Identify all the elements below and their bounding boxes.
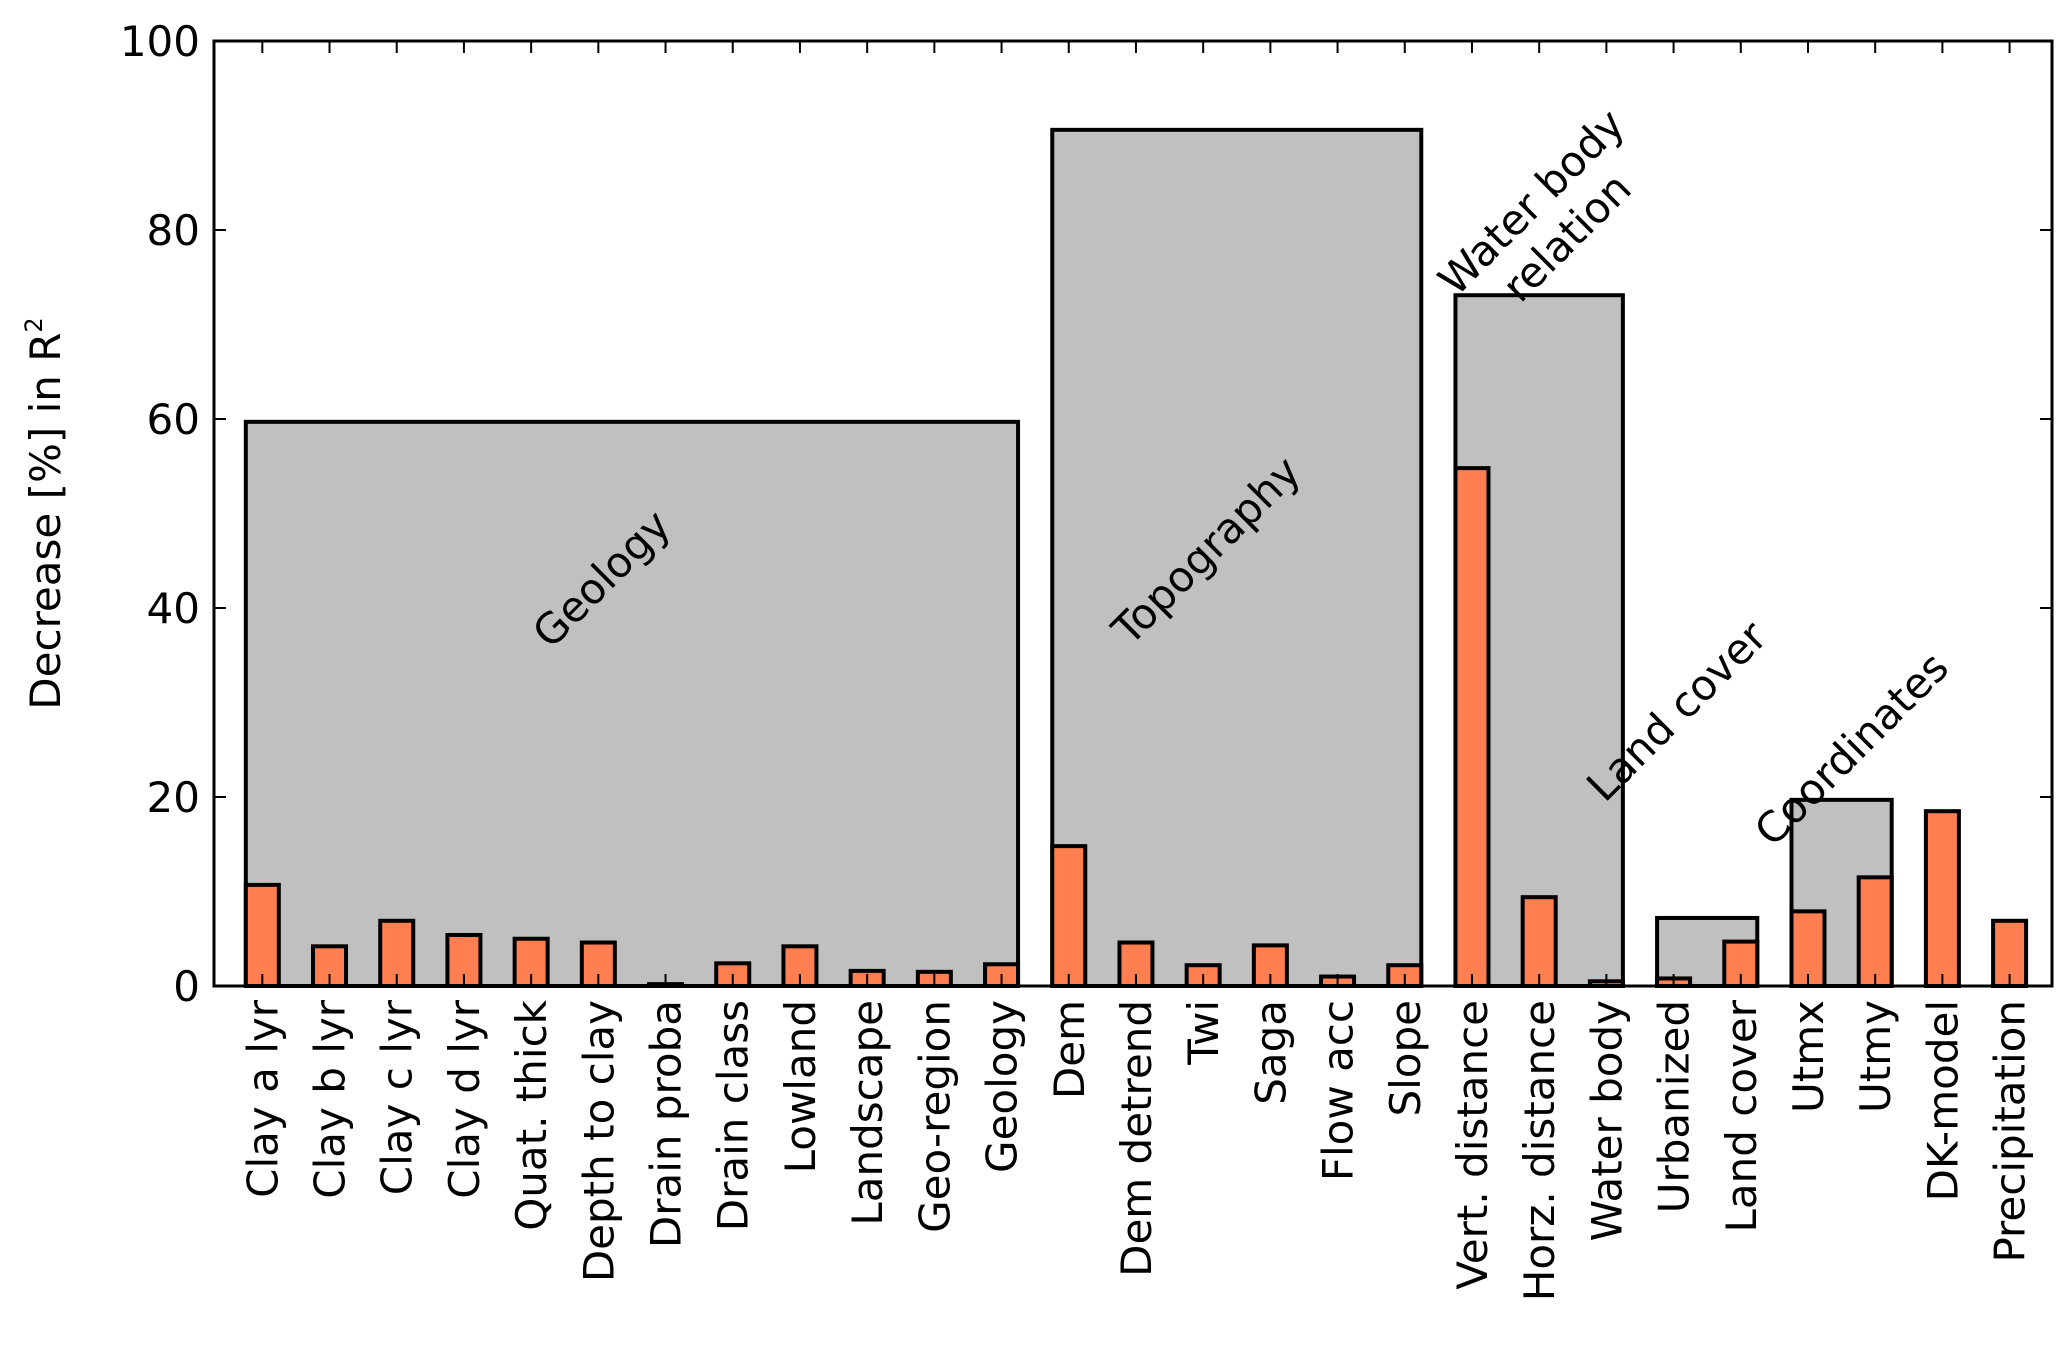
- y-axis-label-text: Decrease [%] in R: [21, 333, 70, 710]
- x-tick-label-9: Landscape: [843, 1000, 892, 1226]
- x-tick-label-20: Water body: [1582, 1000, 1631, 1241]
- x-tick-label-10: Geo-region: [910, 1000, 959, 1233]
- x-tick-label-12: Dem: [1045, 1000, 1094, 1099]
- x-tick-label-3: Clay d lyr: [440, 999, 489, 1198]
- x-tick-label-18: Vert. distance: [1448, 1000, 1497, 1290]
- bar-0: [243, 882, 281, 989]
- bar-19: [1520, 895, 1558, 988]
- plot-frame: [212, 39, 2054, 988]
- y-axis-label: Decrease [%] in R2: [20, 317, 70, 709]
- bar-12: [1050, 844, 1088, 989]
- y-tick-label-4: 80: [147, 206, 200, 255]
- y-axis-ticks: 0 20 40 60 80 100: [120, 17, 2052, 1011]
- bar-24: [1856, 875, 1894, 989]
- y-tick-label-3: 60: [147, 395, 200, 444]
- x-tick-label-7: Drain class: [709, 1000, 758, 1231]
- x-tick-label-22: Land cover: [1717, 999, 1766, 1232]
- bar-25: [1923, 809, 1961, 988]
- x-tick-label-24: Utmy: [1851, 1000, 1900, 1113]
- y-tick-label-2: 40: [147, 584, 200, 633]
- x-tick-label-5: Depth to clay: [574, 1000, 623, 1282]
- x-tick-label-0: Clay a lyr: [238, 999, 287, 1198]
- x-tick-label-15: Saga: [1246, 1000, 1295, 1105]
- x-tick-label-1: Clay b lyr: [306, 999, 355, 1198]
- x-tick-label-6: Drain proba: [642, 1000, 691, 1248]
- y-tick-label-0: 0: [173, 962, 200, 1011]
- bar-23: [1789, 909, 1827, 988]
- x-tick-label-21: Urbanized: [1650, 1000, 1699, 1213]
- x-tick-label-17: Slope: [1381, 1000, 1430, 1117]
- group-boxes: [243, 127, 1894, 989]
- x-tick-label-2: Clay c lyr: [373, 999, 422, 1195]
- y-axis-label-superscript: 2: [20, 317, 48, 332]
- y-tick-label-5: 100: [120, 17, 200, 66]
- x-tick-label-11: Geology: [978, 1000, 1027, 1173]
- x-tick-label-25: DK-model: [1918, 1000, 1967, 1201]
- x-tick-label-14: Twi: [1179, 1000, 1228, 1066]
- x-tick-label-26: Precipitation: [1986, 1000, 2035, 1263]
- x-tick-label-8: Lowland: [776, 1000, 825, 1173]
- group-box-1: [1050, 127, 1424, 988]
- x-tick-label-23: Utmx: [1784, 1000, 1833, 1113]
- x-tick-label-4: Quat. thick: [507, 999, 556, 1230]
- x-tick-label-19: Horz. distance: [1515, 1000, 1564, 1301]
- x-tick-label-13: Dem detrend: [1112, 1000, 1161, 1277]
- x-axis-ticks: Clay a lyr Clay b lyr Clay c lyr Clay d lyr…: [238, 41, 2035, 1301]
- bar-18: [1453, 466, 1491, 988]
- x-tick-label-16: Flow acc: [1314, 1000, 1363, 1181]
- group-box-0: [243, 419, 1021, 988]
- y-tick-label-1: 20: [147, 773, 200, 822]
